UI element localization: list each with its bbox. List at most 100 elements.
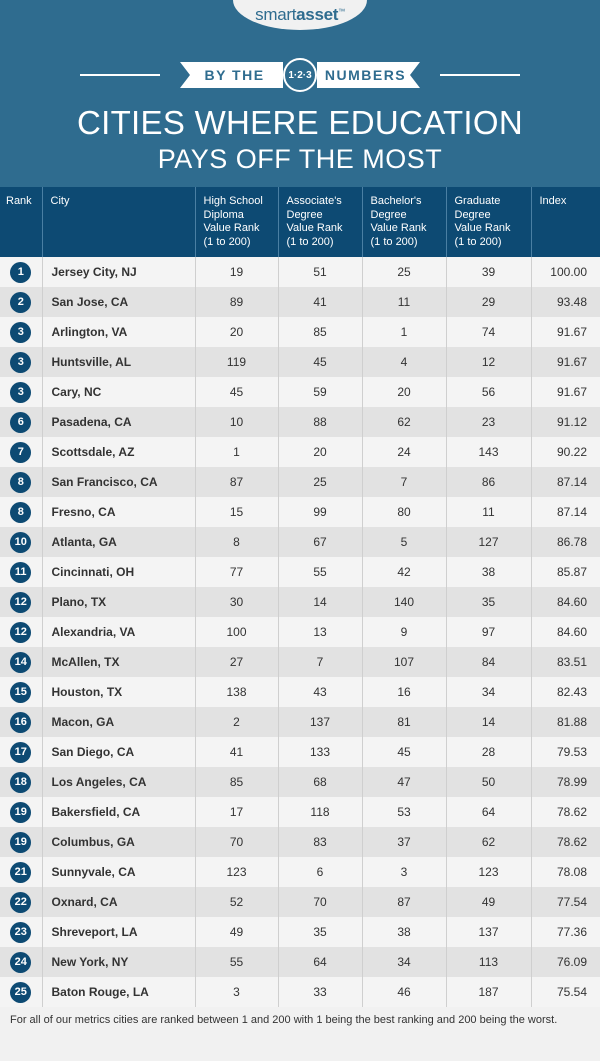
table-row: 8 Fresno, CA 15 99 80 11 87.14 [0, 497, 600, 527]
index-cell: 91.67 [530, 347, 600, 377]
graduate-rank-cell: 35 [445, 587, 531, 617]
index-cell: 86.78 [530, 527, 600, 557]
rank-cell: 3 [0, 347, 42, 377]
rank-badge: 3 [10, 321, 32, 343]
associates-rank-cell: 45 [277, 347, 362, 377]
city-cell: San Diego, CA [41, 737, 195, 767]
bachelors-rank-cell: 11 [361, 287, 446, 317]
banner-ribbon-right: NUMBERS [317, 62, 420, 88]
index-cell: 90.22 [530, 437, 600, 467]
high-school-rank-cell: 52 [194, 887, 278, 917]
rank-cell: 15 [0, 677, 42, 707]
city-cell: Columbus, GA [41, 827, 195, 857]
high-school-rank-cell: 70 [194, 827, 278, 857]
banner-ribbon-left: BY THE [180, 62, 283, 88]
high-school-rank-cell: 138 [194, 677, 278, 707]
by-the-numbers-banner: BY THE NUMBERS 1·2·3 [0, 58, 600, 92]
high-school-rank-cell: 41 [194, 737, 278, 767]
rank-badge: 25 [10, 981, 32, 1003]
city-cell: New York, NY [41, 947, 195, 977]
bachelors-rank-cell: 45 [361, 737, 446, 767]
bachelors-rank-cell: 87 [361, 887, 446, 917]
rank-badge: 7 [10, 441, 32, 463]
rank-cell: 21 [0, 857, 42, 887]
table-row: 16 Macon, GA 2 137 81 14 81.88 [0, 707, 600, 737]
rank-badge: 10 [10, 531, 32, 553]
graduate-rank-cell: 123 [445, 857, 531, 887]
city-cell: Atlanta, GA [41, 527, 195, 557]
rank-cell: 6 [0, 407, 42, 437]
bachelors-rank-cell: 37 [361, 827, 446, 857]
index-cell: 82.43 [530, 677, 600, 707]
rank-badge: 24 [10, 951, 32, 973]
city-cell: Shreveport, LA [41, 917, 195, 947]
associates-rank-cell: 137 [277, 707, 362, 737]
rank-cell: 7 [0, 437, 42, 467]
index-cell: 78.62 [530, 797, 600, 827]
associates-rank-cell: 59 [277, 377, 362, 407]
rank-badge: 19 [10, 831, 32, 853]
associates-rank-cell: 118 [277, 797, 362, 827]
table-row: 2 San Jose, CA 89 41 11 29 93.48 [0, 287, 600, 317]
rank-cell: 23 [0, 917, 42, 947]
table-row: 15 Houston, TX 138 43 16 34 82.43 [0, 677, 600, 707]
col-header-city: City [41, 187, 195, 257]
city-cell: Alexandria, VA [41, 617, 195, 647]
rank-badge: 8 [10, 471, 32, 493]
rank-cell: 8 [0, 497, 42, 527]
table-row: 17 San Diego, CA 41 133 45 28 79.53 [0, 737, 600, 767]
graduate-rank-cell: 86 [445, 467, 531, 497]
high-school-rank-cell: 15 [194, 497, 278, 527]
high-school-rank-cell: 17 [194, 797, 278, 827]
rank-cell: 11 [0, 557, 42, 587]
bachelors-rank-cell: 81 [361, 707, 446, 737]
high-school-rank-cell: 10 [194, 407, 278, 437]
table-row: 3 Cary, NC 45 59 20 56 91.67 [0, 377, 600, 407]
graduate-rank-cell: 56 [445, 377, 531, 407]
city-cell: Baton Rouge, LA [41, 977, 195, 1007]
high-school-rank-cell: 77 [194, 557, 278, 587]
table-row: 18 Los Angeles, CA 85 68 47 50 78.99 [0, 767, 600, 797]
rank-cell: 3 [0, 377, 42, 407]
bachelors-rank-cell: 16 [361, 677, 446, 707]
table-row: 19 Columbus, GA 70 83 37 62 78.62 [0, 827, 600, 857]
associates-rank-cell: 35 [277, 917, 362, 947]
graduate-rank-cell: 11 [445, 497, 531, 527]
rank-cell: 14 [0, 647, 42, 677]
bachelors-rank-cell: 5 [361, 527, 446, 557]
col-header-bachelors: Bachelor's Degree Value Rank (1 to 200) [361, 187, 446, 257]
bachelors-rank-cell: 46 [361, 977, 446, 1007]
graduate-rank-cell: 74 [445, 317, 531, 347]
graduate-rank-cell: 137 [445, 917, 531, 947]
table-row: 6 Pasadena, CA 10 88 62 23 91.12 [0, 407, 600, 437]
rank-badge: 18 [10, 771, 32, 793]
rank-cell: 22 [0, 887, 42, 917]
col-header-index: Index [530, 187, 600, 257]
associates-rank-cell: 13 [277, 617, 362, 647]
rank-badge: 17 [10, 741, 32, 763]
graduate-rank-cell: 12 [445, 347, 531, 377]
table-row: 3 Huntsville, AL 119 45 4 12 91.67 [0, 347, 600, 377]
city-cell: Houston, TX [41, 677, 195, 707]
city-cell: Oxnard, CA [41, 887, 195, 917]
col-header-associates: Associate's Degree Value Rank (1 to 200) [277, 187, 362, 257]
infographic-header: smartasset™ BY THE NUMBERS 1·2·3 CITIES … [0, 0, 600, 187]
index-cell: 75.54 [530, 977, 600, 1007]
rank-badge: 22 [10, 891, 32, 913]
graduate-rank-cell: 29 [445, 287, 531, 317]
associates-rank-cell: 68 [277, 767, 362, 797]
city-cell: San Jose, CA [41, 287, 195, 317]
high-school-rank-cell: 2 [194, 707, 278, 737]
city-cell: Cincinnati, OH [41, 557, 195, 587]
rank-cell: 8 [0, 467, 42, 497]
bachelors-rank-cell: 1 [361, 317, 446, 347]
rank-cell: 25 [0, 977, 42, 1007]
index-cell: 78.99 [530, 767, 600, 797]
bachelors-rank-cell: 25 [361, 257, 446, 287]
associates-rank-cell: 133 [277, 737, 362, 767]
rank-cell: 12 [0, 587, 42, 617]
bachelors-rank-cell: 34 [361, 947, 446, 977]
high-school-rank-cell: 19 [194, 257, 278, 287]
city-cell: McAllen, TX [41, 647, 195, 677]
index-cell: 91.67 [530, 377, 600, 407]
